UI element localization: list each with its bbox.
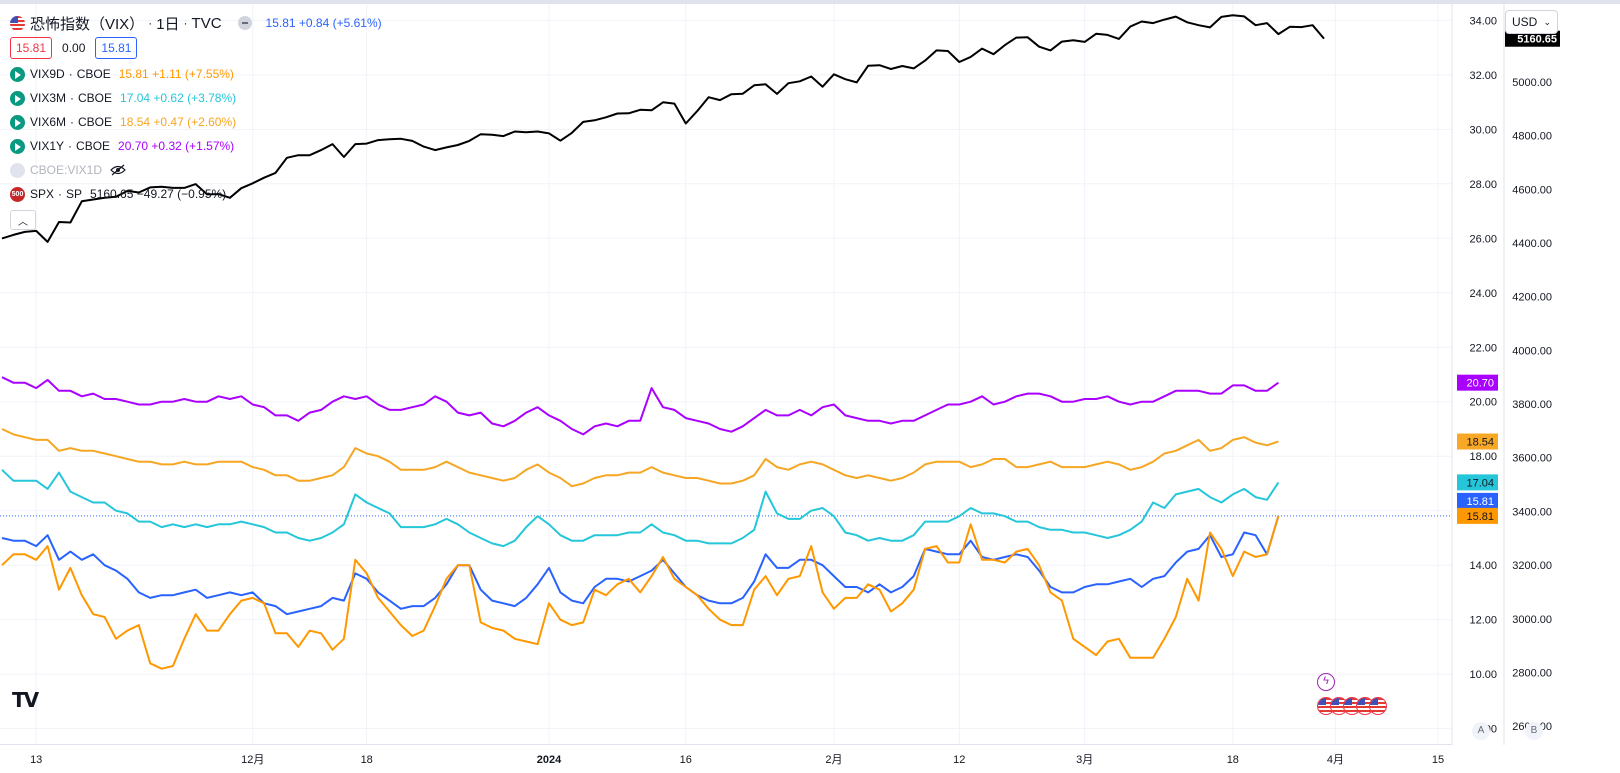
spx-500-icon: 500 [10,186,25,202]
right-axis-tick-label: 3400.00 [1512,506,1552,518]
left-axis-tick-label: 34.00 [1469,15,1497,27]
left-axis-tick-label: 10.00 [1469,669,1497,681]
legend-row-vix3m[interactable]: VIX3M · CBOE 17.04 +0.62 (+3.78%) [10,86,382,110]
right-axis-tick-label: 3200.00 [1512,560,1552,572]
right-axis-tick-label: 2800.00 [1512,668,1552,680]
left-axis-tick-label: 32.00 [1469,70,1497,82]
ask-box[interactable]: 15.81 [95,37,138,59]
time-tick-label: 18 [361,754,373,766]
price-label-vix1y [1457,374,1498,391]
series-line-vix3m[interactable] [1,469,1280,548]
currency-label: USD [1512,15,1538,29]
series-line-vix9d[interactable] [1,515,1280,670]
time-tick-label: 2月 [825,754,842,766]
log-scale-button[interactable]: B [1525,722,1543,740]
left-axis-tick-label: 20.00 [1469,397,1497,409]
time-tick-label: 12 [953,754,965,766]
spread-value: 0.00 [62,41,86,55]
legend-row-vix9d[interactable]: VIX9D · CBOE 15.81 +1.11 (+7.55%) [10,62,382,86]
right-axis-tick-label: 3000.00 [1512,614,1552,626]
economic-event-flag-icon[interactable] [1369,697,1387,715]
left-axis-tick-label: 26.00 [1469,233,1497,245]
price-label-text-vix3m: 17.04 [1466,477,1494,489]
series-line-spx[interactable] [1,14,1325,243]
interval[interactable]: 1日 [156,15,180,33]
chevron-down-icon: ⌄ [1543,16,1551,27]
data-source: TVC [191,14,222,32]
market-status-icon[interactable] [237,16,252,30]
series-line-vix[interactable] [1,515,1280,616]
auto-scale-button[interactable]: A [1472,722,1490,740]
vix9d-values: 15.81 +1.11 (+7.55%) [118,67,234,81]
price-label-spx [1505,30,1560,47]
right-axis-tick-label: 4200.00 [1512,292,1552,304]
main-last-value: 15.81 +0.84 (+5.61%) [265,16,382,30]
right-axis-tick-label: 5000.00 [1512,77,1552,89]
right-axis-tick-label: 4800.00 [1512,131,1552,143]
play-icon [10,66,25,82]
spx-values: 5160.65 −49.27 (−0.95%) [90,187,227,201]
collapse-legend-button[interactable]: ︿ [10,210,36,230]
time-tick-label: 18 [1227,754,1239,766]
bid-ask-row: 15.81 0.00 15.81 [10,34,382,62]
legend-row-vix6m[interactable]: VIX6M · CBOE 18.54 +0.47 (+2.60%) [10,110,382,134]
left-axis-tick-label: 28.00 [1469,179,1497,191]
price-label-text-vix: 15.81 [1466,496,1494,508]
hidden-series-icon [10,162,25,178]
bid-box[interactable]: 15.81 [10,37,53,59]
time-axis[interactable]: 1312月182024162月123月184月1524 [0,745,1500,773]
time-tick-label: 16 [680,754,692,766]
left-axis-tick-label: 18.00 [1469,451,1497,463]
us-flag-icon [10,15,25,31]
price-label-text-vix9d: 15.81 [1466,511,1494,523]
lightning-event-icon[interactable]: ϟ [1317,673,1335,691]
tradingview-logo[interactable]: TV [12,688,39,712]
time-tick-label: 2024 [537,754,562,766]
right-axis-tick-label: 3800.00 [1512,399,1552,411]
left-axis-tick-label: 14.00 [1469,560,1497,572]
main-symbol-title[interactable]: 恐怖指数（VIX） [30,15,145,33]
price-label-vix6m [1457,433,1498,450]
play-icon [10,90,25,106]
price-axis-bg [1500,4,1620,745]
price-label-text-vix1y: 20.70 [1466,378,1494,390]
time-tick-label: 15 [1432,754,1444,766]
price-label-vix [1457,492,1498,509]
legend-row-vix1y[interactable]: VIX1Y · CBOE 20.70 +0.32 (+1.57%) [10,134,382,158]
series-line-vix6m[interactable] [1,428,1279,488]
play-icon [10,114,25,130]
right-axis-tick-label: 4400.00 [1512,238,1552,250]
eye-off-icon[interactable] [110,164,126,176]
left-axis-tick-label: 22.00 [1469,342,1497,354]
right-axis-tick-label: 4600.00 [1512,184,1552,196]
time-tick-label: 13 [30,754,42,766]
main-symbol-row[interactable]: 恐怖指数（VIX） · 1日 · TVC 15.81 +0.84 (+5.61%… [10,12,382,34]
vix6m-values: 18.54 +0.47 (+2.60%) [120,115,237,129]
legend-row-spx[interactable]: 500 SPX · SP 5160.65 −49.27 (−0.95%) [10,186,227,202]
chevron-up-icon: ︿ [18,216,28,228]
right-axis-tick-label: 3600.00 [1512,453,1552,465]
vix1y-values: 20.70 +0.32 (+1.57%) [118,139,235,153]
chart-plot[interactable]: 34.00 32.00 30.00 28.00 26.00 24.00 22.00 20.00… [0,4,1500,745]
price-label-text-spx: 5160.65 [1517,34,1557,46]
left-axis-tick-label: 12.00 [1469,615,1497,627]
price-label-vix9d [1457,507,1498,524]
vix3m-values: 17.04 +0.62 (+3.78%) [120,91,237,105]
price-label-text-vix6m: 18.54 [1466,437,1494,449]
legend-row-vix1d[interactable]: CBOE:VIX1D [10,158,382,182]
price-axis[interactable]: 5200.005000.004800.004600.004400.004200.… [1500,4,1620,745]
top-border [0,0,1620,4]
price-label-vix3m [1457,474,1498,491]
legend: 恐怖指数（VIX） · 1日 · TVC 15.81 +0.84 (+5.61%… [10,12,382,230]
currency-select[interactable]: USD ⌄ [1505,10,1558,34]
left-axis-tick-label: 30.00 [1469,124,1497,136]
series-line-vix1y[interactable] [1,376,1279,436]
right-axis-tick-label: 4000.00 [1512,345,1552,357]
time-tick-label: 3月 [1076,754,1093,766]
left-axis-tick-label: 24.00 [1469,288,1497,300]
time-tick-label: 12月 [241,754,264,766]
play-icon [10,138,25,154]
time-tick-label: 4月 [1327,754,1344,766]
